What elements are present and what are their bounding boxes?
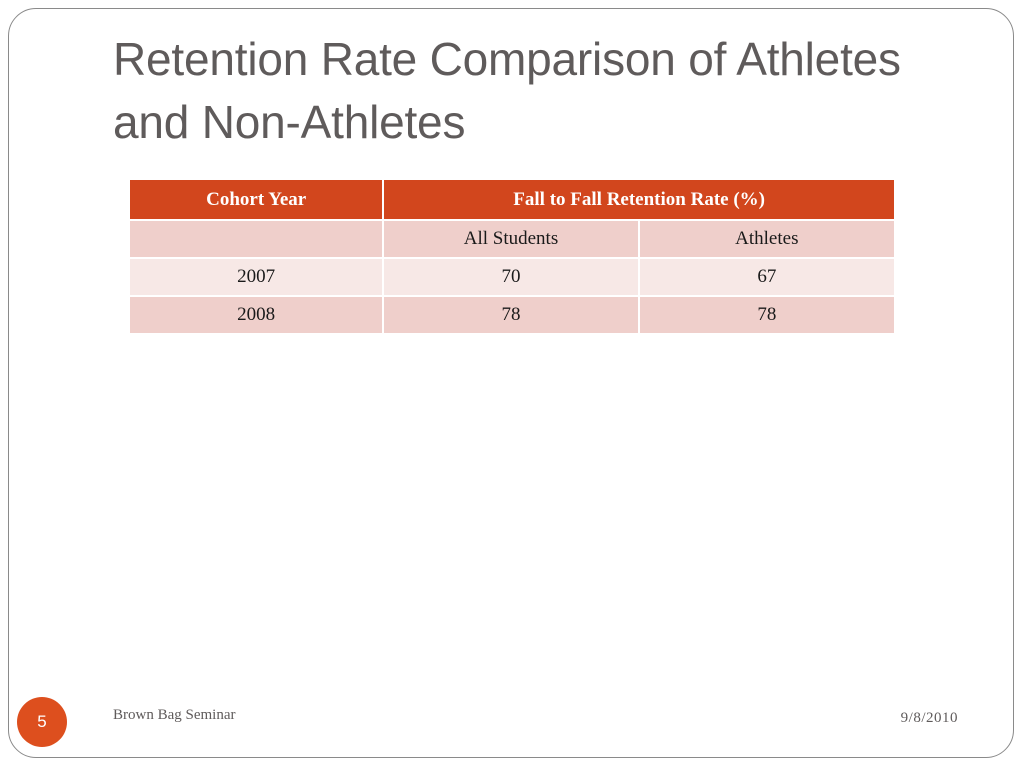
slide-frame: [8, 8, 1014, 758]
retention-table: Cohort Year Fall to Fall Retention Rate …: [127, 178, 897, 335]
subheader-empty: [127, 219, 385, 259]
cell-all-students: 78: [382, 295, 640, 335]
subheader-all-students: All Students: [382, 219, 640, 259]
subheader-athletes: Athletes: [637, 219, 897, 259]
cell-athletes: 78: [637, 295, 897, 335]
footer-date: 9/8/2010: [900, 710, 958, 726]
cell-year: 2007: [127, 257, 385, 297]
footer-presentation-name: Brown Bag Seminar: [113, 707, 236, 723]
table-row: 2007 70 67: [127, 257, 897, 297]
cell-year: 2008: [127, 295, 385, 335]
header-retention-rate: Fall to Fall Retention Rate (%): [382, 178, 896, 221]
table-row: 2008 78 78: [127, 295, 897, 335]
cell-athletes: 67: [637, 257, 897, 297]
header-cohort-year: Cohort Year: [127, 178, 385, 221]
slide-title: Retention Rate Comparison of Athletes an…: [113, 33, 901, 148]
table-header-row: Cohort Year Fall to Fall Retention Rate …: [127, 178, 896, 221]
table-subheader-row: All Students Athletes: [127, 219, 897, 259]
cell-all-students: 70: [382, 257, 640, 297]
slide-number-badge: 5: [17, 697, 67, 747]
